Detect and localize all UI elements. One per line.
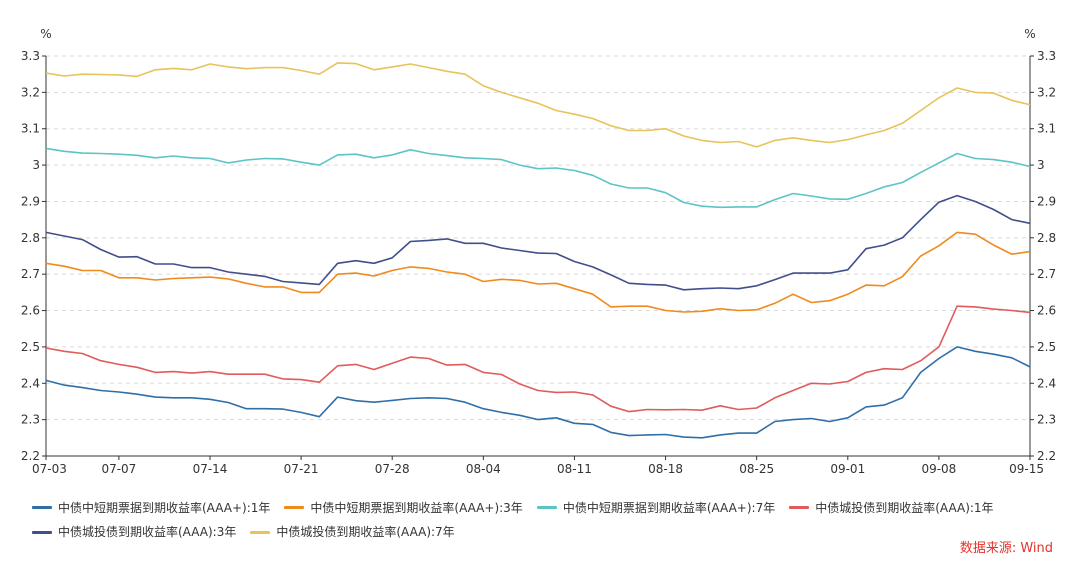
legend-swatch — [284, 506, 305, 509]
x-tick-label: 09-15 — [1009, 462, 1044, 476]
legend-swatch — [536, 506, 557, 509]
right-axis-unit: % — [1024, 27, 1035, 41]
legend-item-3[interactable]: 中债中短期票据到期收益率(AAA+):7年 — [536, 497, 776, 519]
x-tick-label: 07-03 — [32, 462, 67, 476]
y-tick-label-right: 3.2 — [1037, 85, 1056, 99]
legend-item-5[interactable]: 中债城投债到期收益率(AAA):3年 — [32, 521, 236, 543]
y-tick-label-left: 3.3 — [21, 49, 40, 63]
y-tick-label-right: 3 — [1037, 158, 1045, 172]
y-tick-label-right: 2.4 — [1037, 376, 1056, 390]
x-tick-label: 08-18 — [648, 462, 683, 476]
y-tick-label-left: 3.1 — [21, 122, 40, 136]
legend-item-1[interactable]: 中债中短期票据到期收益率(AAA+):1年 — [32, 497, 270, 519]
legend-swatch — [250, 530, 271, 534]
series-line-2 — [45, 231, 1031, 313]
series-line-1 — [45, 346, 1031, 439]
tick-labels: 2.2 2.2 2.3 2.3 2.4 2.4 2.5 2.5 2.6 2.6 2.7 2.7 2.8 2… — [21, 49, 1056, 476]
series-line-3 — [45, 147, 1031, 209]
legend-swatch — [789, 506, 810, 509]
y-tick-label-left: 2.2 — [21, 449, 40, 463]
x-tick-label: 08-11 — [557, 462, 592, 476]
y-tick-label-left: 3.2 — [21, 85, 40, 99]
legend-label: 中债城投债到期收益率(AAA):3年 — [58, 525, 237, 539]
legend-item-4[interactable]: 中债城投债到期收益率(AAA):1年 — [789, 497, 994, 519]
y-tick-label-right: 2.6 — [1037, 304, 1056, 318]
line-chart: % % 2.2 2.2 2.3 2.3 2.4 2.4 2.5 2.5 2.6 2.6 2.7 2.7… — [21, 27, 1056, 476]
legend-label: 中债城投债到期收益率(AAA):7年 — [276, 525, 455, 539]
x-tick-label: 07-07 — [101, 462, 136, 476]
axes: % % — [40, 27, 1036, 457]
y-tick-label-right: 3.1 — [1037, 122, 1056, 136]
x-tick-label: 07-21 — [284, 462, 319, 476]
x-tick-label: 07-28 — [375, 462, 410, 476]
legend-item-2[interactable]: 中债中短期票据到期收益率(AAA+):3年 — [284, 497, 523, 519]
legend-swatch — [32, 506, 52, 509]
x-tick-label: 08-25 — [739, 462, 774, 476]
y-tick-label-right: 2.3 — [1037, 413, 1056, 427]
x-tick-label: 08-04 — [466, 462, 501, 476]
y-tick-label-left: 2.5 — [21, 340, 40, 354]
y-tick-label-left: 2.3 — [21, 413, 40, 427]
legend-item-6[interactable]: 中债城投债到期收益率(AAA):7年 — [250, 521, 455, 543]
y-tick-label-left: 2.9 — [21, 194, 40, 208]
series-line-4 — [45, 305, 1031, 413]
y-tick-label-right: 2.8 — [1037, 231, 1056, 245]
y-tick-label-right: 3.3 — [1037, 49, 1056, 63]
legend-label: 中债城投债到期收益率(AAA):1年 — [815, 500, 994, 515]
y-tick-label-right: 2.9 — [1037, 194, 1056, 208]
x-tick-label: 09-08 — [921, 462, 956, 476]
x-tick-label: 09-01 — [830, 462, 865, 476]
legend-label: 中债中短期票据到期收益率(AAA+):7年 — [562, 500, 776, 515]
series-line-6 — [45, 62, 1031, 148]
y-tick-label-left: 2.6 — [21, 304, 40, 318]
y-tick-label-right: 2.5 — [1037, 340, 1056, 354]
x-tick-label: 07-14 — [193, 462, 228, 476]
y-tick-label-left: 2.4 — [21, 376, 40, 390]
data-source-note: 数据来源: Wind — [959, 541, 1053, 556]
y-tick-label-left: 2.7 — [21, 267, 40, 281]
series-line-5 — [45, 194, 1031, 291]
left-axis-unit: % — [40, 27, 51, 41]
series-lines — [45, 62, 1031, 439]
y-tick-label-left: 2.8 — [21, 231, 40, 245]
legend-label: 中债中短期票据到期收益率(AAA+):3年 — [310, 500, 523, 515]
y-tick-label-right: 2.2 — [1037, 449, 1056, 463]
legend: 中债中短期票据到期收益率(AAA+):1年 中债中短期票据到期收益率(AAA+):… — [32, 494, 1062, 543]
legend-swatch — [32, 530, 52, 534]
gridlines — [46, 55, 1030, 421]
legend-label: 中债中短期票据到期收益率(AAA+):1年 — [58, 500, 271, 515]
y-tick-label-right: 2.7 — [1037, 267, 1056, 281]
y-tick-label-left: 3 — [32, 158, 40, 172]
